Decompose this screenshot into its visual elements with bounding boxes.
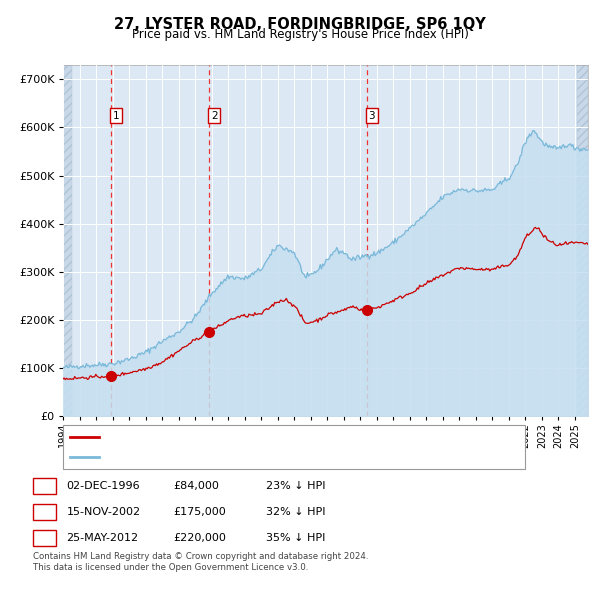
Text: 35% ↓ HPI: 35% ↓ HPI [266,533,325,543]
Text: 1: 1 [113,111,119,121]
Text: Contains HM Land Registry data © Crown copyright and database right 2024.: Contains HM Land Registry data © Crown c… [33,552,368,561]
Text: This data is licensed under the Open Government Licence v3.0.: This data is licensed under the Open Gov… [33,563,308,572]
Text: 27, LYSTER ROAD, FORDINGBRIDGE, SP6 1QY (detached house): 27, LYSTER ROAD, FORDINGBRIDGE, SP6 1QY … [104,432,434,442]
Text: 25-MAY-2012: 25-MAY-2012 [67,533,139,543]
Text: £175,000: £175,000 [173,507,226,517]
Text: £84,000: £84,000 [173,481,218,491]
Text: 27, LYSTER ROAD, FORDINGBRIDGE, SP6 1QY: 27, LYSTER ROAD, FORDINGBRIDGE, SP6 1QY [114,17,486,31]
Text: 15-NOV-2002: 15-NOV-2002 [67,507,141,517]
Text: 23% ↓ HPI: 23% ↓ HPI [266,481,325,491]
Text: HPI: Average price, detached house, New Forest: HPI: Average price, detached house, New … [104,452,355,461]
Bar [577,65,588,416]
Text: 2: 2 [211,111,218,121]
Text: 1: 1 [41,481,48,491]
Text: 2: 2 [41,507,48,517]
Text: 3: 3 [368,111,375,121]
Text: 32% ↓ HPI: 32% ↓ HPI [266,507,325,517]
Text: £220,000: £220,000 [173,533,226,543]
Bar [63,65,72,416]
Text: 02-DEC-1996: 02-DEC-1996 [67,481,140,491]
Text: Price paid vs. HM Land Registry's House Price Index (HPI): Price paid vs. HM Land Registry's House … [131,28,469,41]
Text: 3: 3 [41,533,48,543]
